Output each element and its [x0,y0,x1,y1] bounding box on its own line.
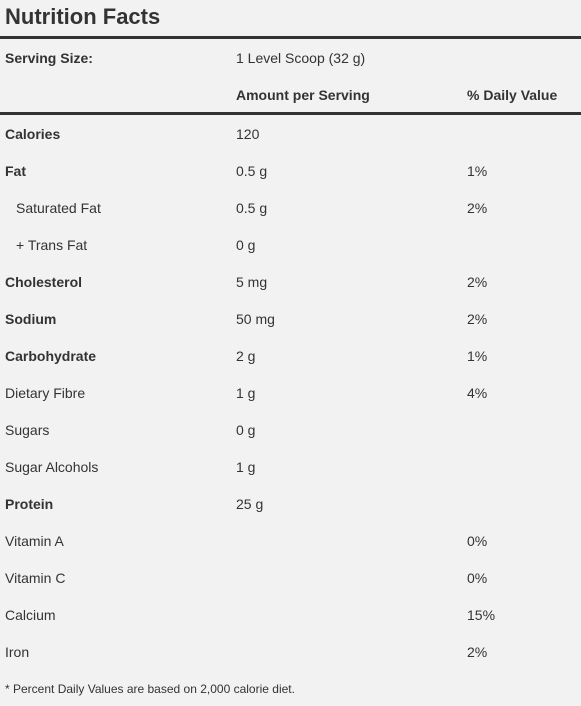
nutrient-daily-value: 4% [467,385,488,401]
nutrient-daily-value: 1% [467,348,488,364]
nutrient-name: Saturated Fat [16,200,101,216]
nutrient-daily-value: 2% [467,274,488,290]
nutrient-name: Sugar Alcohols [5,459,99,475]
nutrient-name: Cholesterol [5,274,83,290]
nutrient-daily-value: 2% [467,200,488,216]
nutrient-name: Vitamin C [5,570,66,586]
nutrient-amount: 2 g [236,348,256,364]
nutrient-amount: 0 g [236,237,256,253]
nutrient-name: Protein [5,496,54,512]
column-header: Amount per Serving [236,87,370,103]
nutrient-amount: 5 mg [236,274,268,290]
title-rule [0,36,581,39]
nutrient-name: Calories [5,126,61,142]
nutrient-name: Calcium [5,607,56,623]
column-header: % Daily Value [467,87,558,103]
nutrient-daily-value: 0% [467,533,488,549]
nutrient-amount: 25 g [236,496,264,512]
nutrient-name: Fat [5,163,26,179]
nutrient-daily-value: 1% [467,163,488,179]
nutrient-daily-value: 15% [467,607,496,623]
nutrient-daily-value: 2% [467,644,488,660]
header-rule [0,112,581,115]
serving-value: 1 Level Scoop (32 g) [236,50,366,66]
serving-label: Serving Size: [5,50,93,66]
nutrient-amount: 0.5 g [236,163,268,179]
nutrient-amount: 50 mg [236,311,275,327]
nutrient-name: Sugars [5,422,50,438]
nutrient-name: Carbohydrate [5,348,97,364]
footnote: * Percent Daily Values are based on 2,00… [5,682,295,696]
nutrient-amount: 1 g [236,385,256,401]
nutrient-name: Sodium [5,311,57,327]
nutrient-name: + Trans Fat [16,237,88,253]
nutrient-name: Dietary Fibre [5,385,86,401]
nutrient-name: Iron [5,644,30,660]
nutrient-name: Vitamin A [5,533,64,549]
nutrient-amount: 0 g [236,422,256,438]
nutrient-amount: 120 [236,126,260,142]
nutrient-amount: 1 g [236,459,256,475]
nutrient-daily-value: 0% [467,570,488,586]
nutrient-daily-value: 2% [467,311,488,327]
nutrient-amount: 0.5 g [236,200,268,216]
title: Nutrition Facts [5,4,161,29]
